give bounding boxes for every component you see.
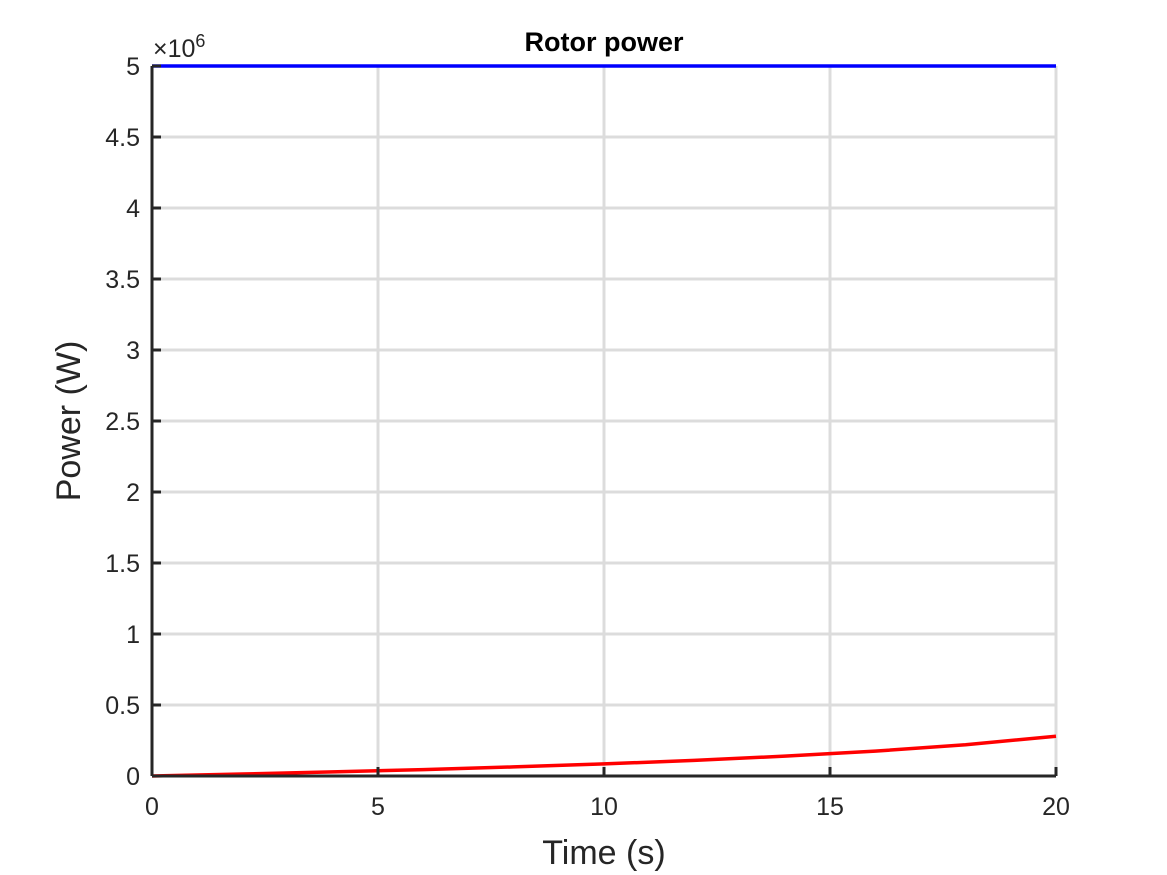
tick-labels: 0 5 10 15 20 0 0.5 1 1.5 2 2.5 3 3.5 4 4.5 5 — [105, 53, 1070, 821]
chart-title: Rotor power — [525, 27, 684, 57]
series-line-1 — [151, 734, 1057, 778]
y-tick-label-6: 3 — [126, 337, 140, 365]
y-axis-label: Power (W) — [50, 341, 88, 502]
y-axis-exponent-base: ×10 — [153, 35, 195, 63]
y-tick-label-0: 0 — [126, 763, 140, 791]
x-axis-label: Time (s) — [542, 834, 665, 872]
y-axis-exponent: ×106 — [153, 31, 205, 63]
series-lines — [151, 64, 1057, 778]
y-tick-label-8: 4 — [126, 195, 140, 223]
x-tick-label-1: 5 — [371, 793, 385, 821]
y-tick-label-3: 1.5 — [105, 550, 140, 578]
y-tick-label-7: 3.5 — [105, 266, 140, 294]
y-tick-label-9: 4.5 — [105, 124, 140, 152]
y-tick-label-10: 5 — [126, 53, 140, 81]
x-tick-label-3: 15 — [816, 793, 844, 821]
x-tick-label-2: 10 — [590, 793, 618, 821]
x-tick-label-0: 0 — [145, 793, 159, 821]
y-tick-label-5: 2.5 — [105, 408, 140, 436]
y-tick-label-2: 1 — [126, 621, 140, 649]
y-tick-label-4: 2 — [126, 479, 140, 507]
axes — [150, 64, 1058, 778]
y-tick-label-1: 0.5 — [105, 692, 140, 720]
x-tick-label-4: 20 — [1042, 793, 1070, 821]
y-axis-exponent-power: 6 — [195, 31, 205, 51]
